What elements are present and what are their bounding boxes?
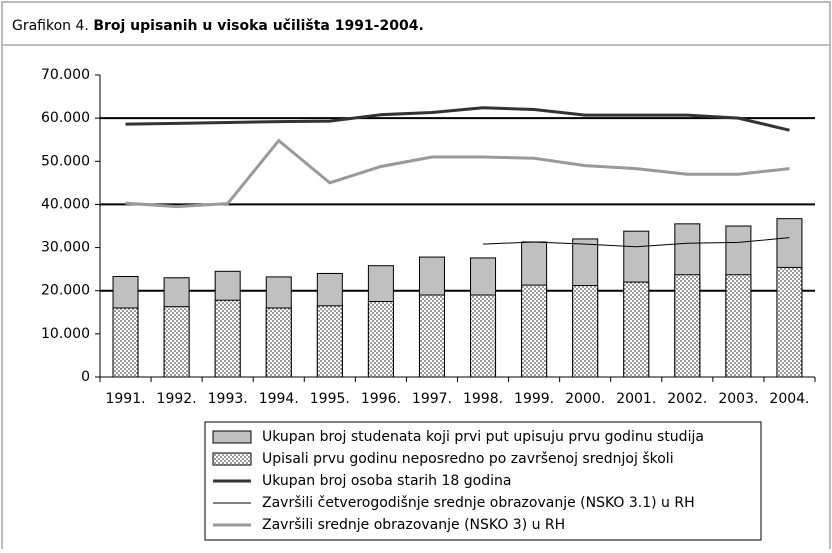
legend-label: Ukupan broj osoba starih 18 godina bbox=[262, 473, 511, 489]
line bbox=[125, 138, 790, 209]
x-tick-label: 2004. bbox=[769, 391, 809, 407]
x-tick-label: 1993. bbox=[208, 391, 248, 407]
bar bbox=[163, 306, 190, 378]
legend-label: Ukupan broj studenata koji prvi put upis… bbox=[262, 429, 704, 445]
bar bbox=[521, 284, 548, 378]
y-tick-label: 70.000 bbox=[41, 67, 90, 83]
bar bbox=[470, 294, 497, 378]
x-tick-label: 2003. bbox=[718, 391, 758, 407]
bar bbox=[674, 274, 701, 378]
bar bbox=[572, 285, 599, 378]
x-tick-label: 1998. bbox=[463, 391, 503, 407]
bar bbox=[316, 305, 343, 378]
bar bbox=[623, 281, 650, 378]
bar bbox=[112, 307, 139, 378]
legend-label: Završili srednje obrazovanje (NSKO 3) u … bbox=[262, 517, 565, 533]
y-tick-label: 0 bbox=[81, 369, 90, 385]
title-main: Broj upisanih u visoka učilišta 1991-200… bbox=[93, 18, 423, 34]
x-tick-label: 2000. bbox=[565, 391, 605, 407]
x-tick-label: 2002. bbox=[667, 391, 707, 407]
legend-swatch bbox=[212, 430, 252, 444]
x-tick-label: 1992. bbox=[157, 391, 197, 407]
bar bbox=[725, 274, 752, 378]
title-prefix: Grafikon 4. bbox=[12, 18, 89, 34]
legend-swatch bbox=[212, 452, 252, 466]
bar bbox=[367, 301, 394, 378]
y-tick-label: 10.000 bbox=[41, 326, 90, 342]
line bbox=[483, 237, 790, 248]
bar bbox=[214, 299, 241, 378]
y-tick-label: 50.000 bbox=[41, 153, 90, 169]
y-tick-label: 40.000 bbox=[41, 196, 90, 212]
legend-label: Upisali prvu godinu neposredno po završe… bbox=[262, 451, 674, 467]
bar bbox=[265, 307, 292, 378]
y-tick-label: 20.000 bbox=[41, 283, 90, 299]
y-tick-label: 30.000 bbox=[41, 240, 90, 256]
x-tick-label: 1995. bbox=[310, 391, 350, 407]
x-tick-label: 1997. bbox=[412, 391, 452, 407]
bar bbox=[418, 294, 445, 378]
x-tick-label: 1994. bbox=[259, 391, 299, 407]
x-tick-label: 1991. bbox=[105, 391, 145, 407]
bar bbox=[776, 266, 803, 378]
legend-label: Završili četverogodišnje srednje obrazov… bbox=[262, 495, 695, 511]
x-tick-label: 2001. bbox=[616, 391, 656, 407]
y-tick-label: 60.000 bbox=[41, 110, 90, 126]
x-tick-label: 1999. bbox=[514, 391, 554, 407]
chart-title: Grafikon 4. Broj upisanih u visoka učili… bbox=[12, 18, 424, 34]
line bbox=[125, 106, 790, 132]
legend-box bbox=[204, 421, 762, 541]
x-tick-label: 1996. bbox=[361, 391, 401, 407]
